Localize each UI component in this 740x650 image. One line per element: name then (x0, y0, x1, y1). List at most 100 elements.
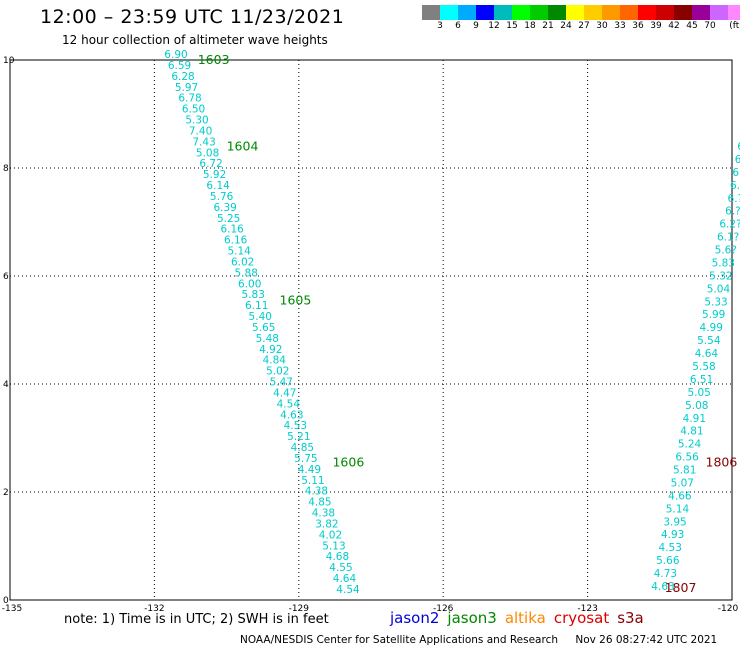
wave-height-value: 4.73 (654, 568, 677, 580)
wave-height-value: 3.82 (315, 518, 338, 530)
wave-height-value: 4.85 (291, 442, 314, 454)
timestamp: Nov 26 08:27:42 UTC 2021 (575, 634, 718, 646)
wave-height-value: 5.25 (217, 213, 240, 225)
legend-swatch (530, 5, 548, 20)
wave-height-value: 6.72 (199, 158, 222, 170)
x-tick-label: -126 (433, 604, 454, 614)
wave-height-value: 6.78 (178, 93, 201, 105)
wave-height-value: 5.08 (196, 147, 219, 159)
wave-height-value: 7.40 (189, 125, 212, 137)
legend-swatch (440, 5, 458, 20)
y-tick-label: 2 (3, 488, 9, 498)
legend-swatch (458, 5, 476, 20)
wave-height-value: 4.99 (700, 322, 723, 334)
wave-height-value: 6.16 (220, 224, 244, 236)
time-label: 1605 (280, 292, 312, 307)
legend-swatch (656, 5, 674, 20)
wave-height-value: 4.38 (305, 486, 328, 498)
wave-height-value: 4.54 (336, 584, 360, 596)
legend-tick-label: 30 (596, 21, 608, 31)
legend-swatch (620, 5, 638, 20)
wave-height-value: 4.68 (326, 551, 349, 563)
legend-tick-label: 21 (542, 21, 554, 31)
wave-height-value: 5.81 (673, 465, 696, 477)
wave-height-value: 5.76 (210, 191, 234, 203)
page-subtitle: 12 hour collection of altimeter wave hei… (62, 33, 328, 47)
legend-tick-label: 27 (578, 21, 590, 31)
wave-height-value: 6.11 (245, 300, 268, 312)
track-2: 6.?6.?6.?6.?6.?6.?6.2?6.1?5.6?5.835.325.… (651, 141, 740, 595)
legend-tick-label: 12 (488, 21, 500, 31)
legend-tick-label: 45 (686, 21, 698, 31)
satellite-name: altika (504, 609, 546, 627)
wave-height-value: 4.53 (284, 420, 307, 432)
wave-height-value: 6.16 (224, 235, 248, 247)
x-tick-label: -129 (289, 604, 310, 614)
legend-swatch (728, 5, 740, 20)
legend-tick-label: 42 (668, 21, 680, 31)
credit-text: NOAA/NESDIS Center for Satellite Applica… (240, 634, 558, 646)
wave-height-value: 5.83 (242, 289, 265, 301)
wave-height-value: 6.02 (231, 256, 254, 268)
y-tick-label: 8 (3, 164, 9, 174)
legend-tick-label: 39 (650, 21, 662, 31)
wave-height-value: 5.54 (697, 335, 721, 347)
legend-swatch (494, 5, 512, 20)
wave-height-value: 5.24 (678, 439, 702, 451)
wave-height-value: 6.51 (690, 374, 713, 386)
wave-height-value: 5.32 (709, 270, 732, 282)
map-grid (9, 59, 733, 601)
legend-swatch (638, 5, 656, 20)
wave-height-value: 5.11 (301, 475, 324, 487)
wave-height-value: 5.83 (712, 257, 735, 269)
wave-height-value: 4.38 (312, 508, 335, 520)
wave-height-value: 5.88 (235, 267, 258, 279)
wave-height-value: 5.21 (287, 431, 310, 443)
satellite-name: jason3 (447, 609, 497, 627)
legend-swatch (674, 5, 692, 20)
wave-height-value: 4.54 (277, 398, 301, 410)
legend-tick-label: 15 (506, 21, 518, 31)
wave-height-value: 6.39 (213, 202, 236, 214)
wave-height-value: 4.93 (661, 529, 684, 541)
wave-height-value: 5.58 (692, 361, 715, 373)
legend-tick-label: 70 (704, 21, 716, 31)
legend-tick-label: (ft) (729, 21, 740, 31)
wave-height-value: 3.95 (663, 516, 686, 528)
map-frame (9, 59, 733, 601)
wave-height-value: 4.92 (259, 344, 282, 356)
wave-height-value: 4.64 (695, 348, 719, 360)
wave-height-value: 5.05 (687, 387, 710, 399)
wave-height-value: 6.? (737, 141, 740, 153)
wave-height-value: 5.92 (203, 169, 226, 181)
wave-height-value: 5.6? (715, 245, 737, 257)
wave-height-value: 6.00 (238, 278, 261, 290)
wave-height-value: 4.53 (659, 542, 682, 554)
time-label: 1606 (332, 454, 364, 469)
satellite-name: cryosat (553, 609, 610, 627)
wave-height-value: 4.63 (280, 409, 303, 421)
time-label: 1806 (706, 454, 738, 469)
wave-height-value: 5.14 (666, 503, 690, 515)
wave-height-value: 4.81 (680, 426, 703, 438)
legend-tick-label: 3 (437, 21, 443, 31)
y-tick-label: 6 (3, 272, 9, 282)
wave-height-value: 5.30 (185, 115, 208, 127)
wave-height-value: 5.02 (266, 366, 289, 378)
legend-swatch (548, 5, 566, 20)
credit-line: NOAA/NESDIS Center for Satellite Applica… (240, 634, 731, 646)
wave-height-value: 4.49 (298, 464, 321, 476)
x-tick-label: -123 (577, 604, 597, 614)
wave-height-value: 4.85 (308, 497, 331, 509)
satellite-legend: jason2 jason3 altika cryosat s3a (390, 609, 652, 627)
y-tick-label: 0 (3, 596, 9, 606)
wave-height-value: 4.63 (651, 581, 674, 593)
wave-height-value: 6.28 (171, 71, 194, 83)
wave-height-value: 5.33 (704, 296, 727, 308)
wave-height-value: 5.04 (707, 283, 731, 295)
legend-swatch (422, 5, 440, 20)
x-tick-label: -120 (718, 604, 739, 614)
